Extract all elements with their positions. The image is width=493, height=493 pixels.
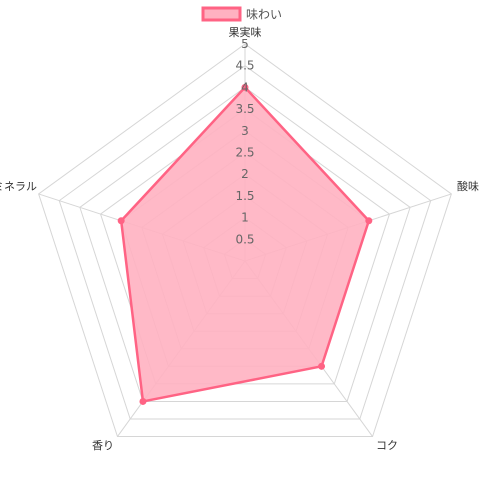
tick-label: 3.5 bbox=[235, 102, 254, 116]
tick-label: 2 bbox=[241, 167, 249, 181]
grid-ring bbox=[99, 108, 391, 385]
grid-ring bbox=[79, 86, 411, 402]
axis-label: 香り bbox=[92, 439, 114, 452]
tick-label: 4 bbox=[241, 80, 249, 94]
grid-ring bbox=[58, 65, 432, 420]
series-area bbox=[119, 86, 371, 403]
tick-label: 3 bbox=[241, 124, 249, 138]
data-point[interactable] bbox=[139, 397, 147, 405]
legend[interactable]: 味わい bbox=[201, 6, 282, 22]
tick-label: 4.5 bbox=[235, 59, 254, 73]
grid-ring bbox=[38, 43, 452, 438]
axis-label: コク bbox=[376, 439, 398, 452]
data-point[interactable] bbox=[365, 217, 373, 225]
tick-label: 1 bbox=[241, 211, 249, 225]
legend-label: 味わい bbox=[246, 8, 282, 22]
data-point[interactable] bbox=[241, 83, 249, 91]
tick-labels: 0.5 1 1.5 2 2.5 3 3.5 4 4.5 5 bbox=[235, 37, 254, 246]
legend-swatch bbox=[201, 6, 242, 22]
tick-label: 0.5 bbox=[235, 232, 254, 246]
axis-label: 酸味 bbox=[457, 179, 479, 193]
tick-label: 2.5 bbox=[235, 146, 254, 160]
series-layer bbox=[117, 83, 373, 405]
tick-label: 5 bbox=[241, 37, 249, 51]
axis-label: ミネラル bbox=[0, 180, 37, 193]
axis-label: 果実味 bbox=[229, 25, 262, 39]
data-point[interactable] bbox=[117, 217, 125, 225]
data-point[interactable] bbox=[318, 362, 326, 370]
tick-label: 1.5 bbox=[235, 189, 254, 203]
